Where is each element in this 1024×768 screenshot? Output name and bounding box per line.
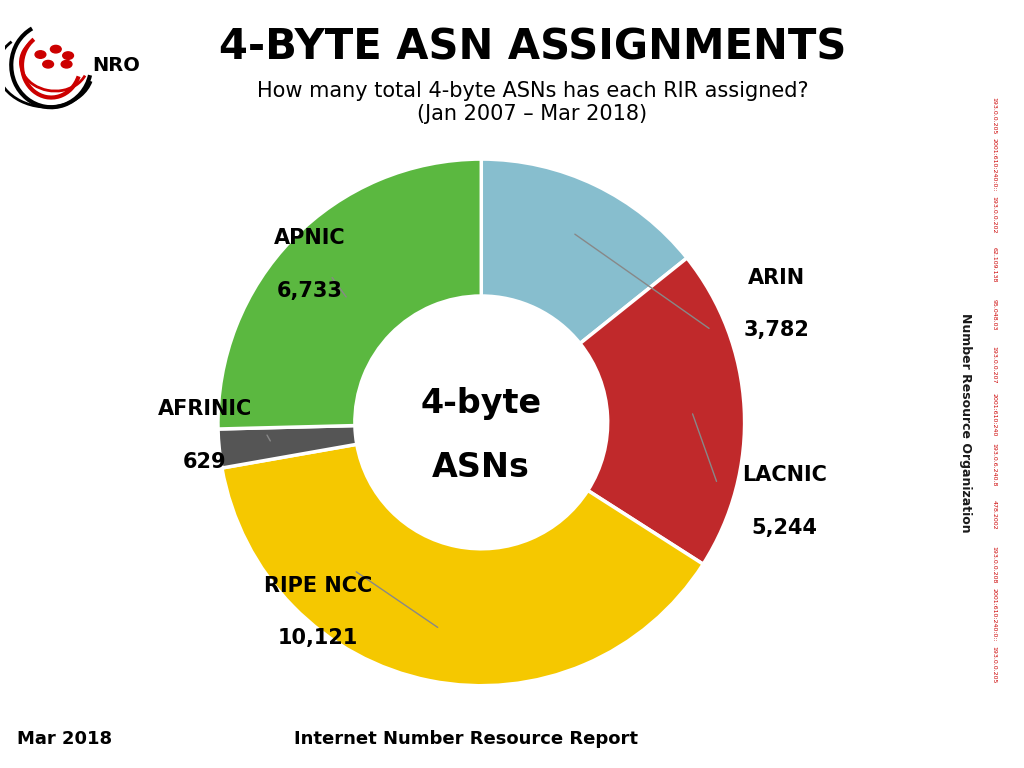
Text: 193.0.0.208: 193.0.0.208 [991,546,996,583]
Text: 6,733: 6,733 [278,281,343,301]
Text: 629: 629 [183,452,226,472]
Text: ARIN: ARIN [748,267,805,287]
Text: Mar 2018: Mar 2018 [16,730,112,748]
Wedge shape [481,159,687,343]
Circle shape [62,52,74,59]
Text: 5,244: 5,244 [751,518,817,538]
Wedge shape [580,258,744,564]
Text: 95.048.03: 95.048.03 [991,299,996,331]
Text: 193.0.0.205: 193.0.0.205 [991,646,996,683]
Text: AFRINIC: AFRINIC [158,399,252,419]
Text: 2001:610:240:0::: 2001:610:240:0:: [991,138,996,192]
Text: 193.0.0.207: 193.0.0.207 [991,346,996,383]
Text: 2001:610:240: 2001:610:240 [991,393,996,436]
Text: 4-BYTE ASN ASSIGNMENTS: 4-BYTE ASN ASSIGNMENTS [219,27,846,69]
Text: 4-byte: 4-byte [421,388,542,420]
Circle shape [50,45,61,53]
Text: RIPE NCC: RIPE NCC [264,576,372,596]
Text: NRO: NRO [92,56,139,74]
Text: 478.2002: 478.2002 [991,500,996,529]
Text: APNIC: APNIC [274,228,346,248]
Wedge shape [222,445,703,686]
Circle shape [61,61,72,68]
Text: Number Resource Organization: Number Resource Organization [959,313,972,532]
Text: 193.0.6.240.8: 193.0.6.240.8 [991,443,996,486]
Text: Internet Number Resource Report: Internet Number Resource Report [294,730,638,748]
Text: ASNs: ASNs [432,451,530,484]
Circle shape [35,51,46,58]
Text: How many total 4-byte ASNs has each RIR assigned?
(Jan 2007 – Mar 2018): How many total 4-byte ASNs has each RIR … [257,81,808,124]
Circle shape [43,61,53,68]
Text: 3,782: 3,782 [743,320,809,340]
Wedge shape [218,425,356,468]
Text: 62.109.138: 62.109.138 [991,247,996,283]
Text: LACNIC: LACNIC [741,465,826,485]
Text: 193.0.0.205: 193.0.0.205 [991,97,996,134]
Text: 193.0.0.202: 193.0.0.202 [991,197,996,233]
Text: 2001:610:240:0::: 2001:610:240:0:: [991,588,996,641]
Text: 10,121: 10,121 [278,628,358,648]
Wedge shape [218,159,481,429]
